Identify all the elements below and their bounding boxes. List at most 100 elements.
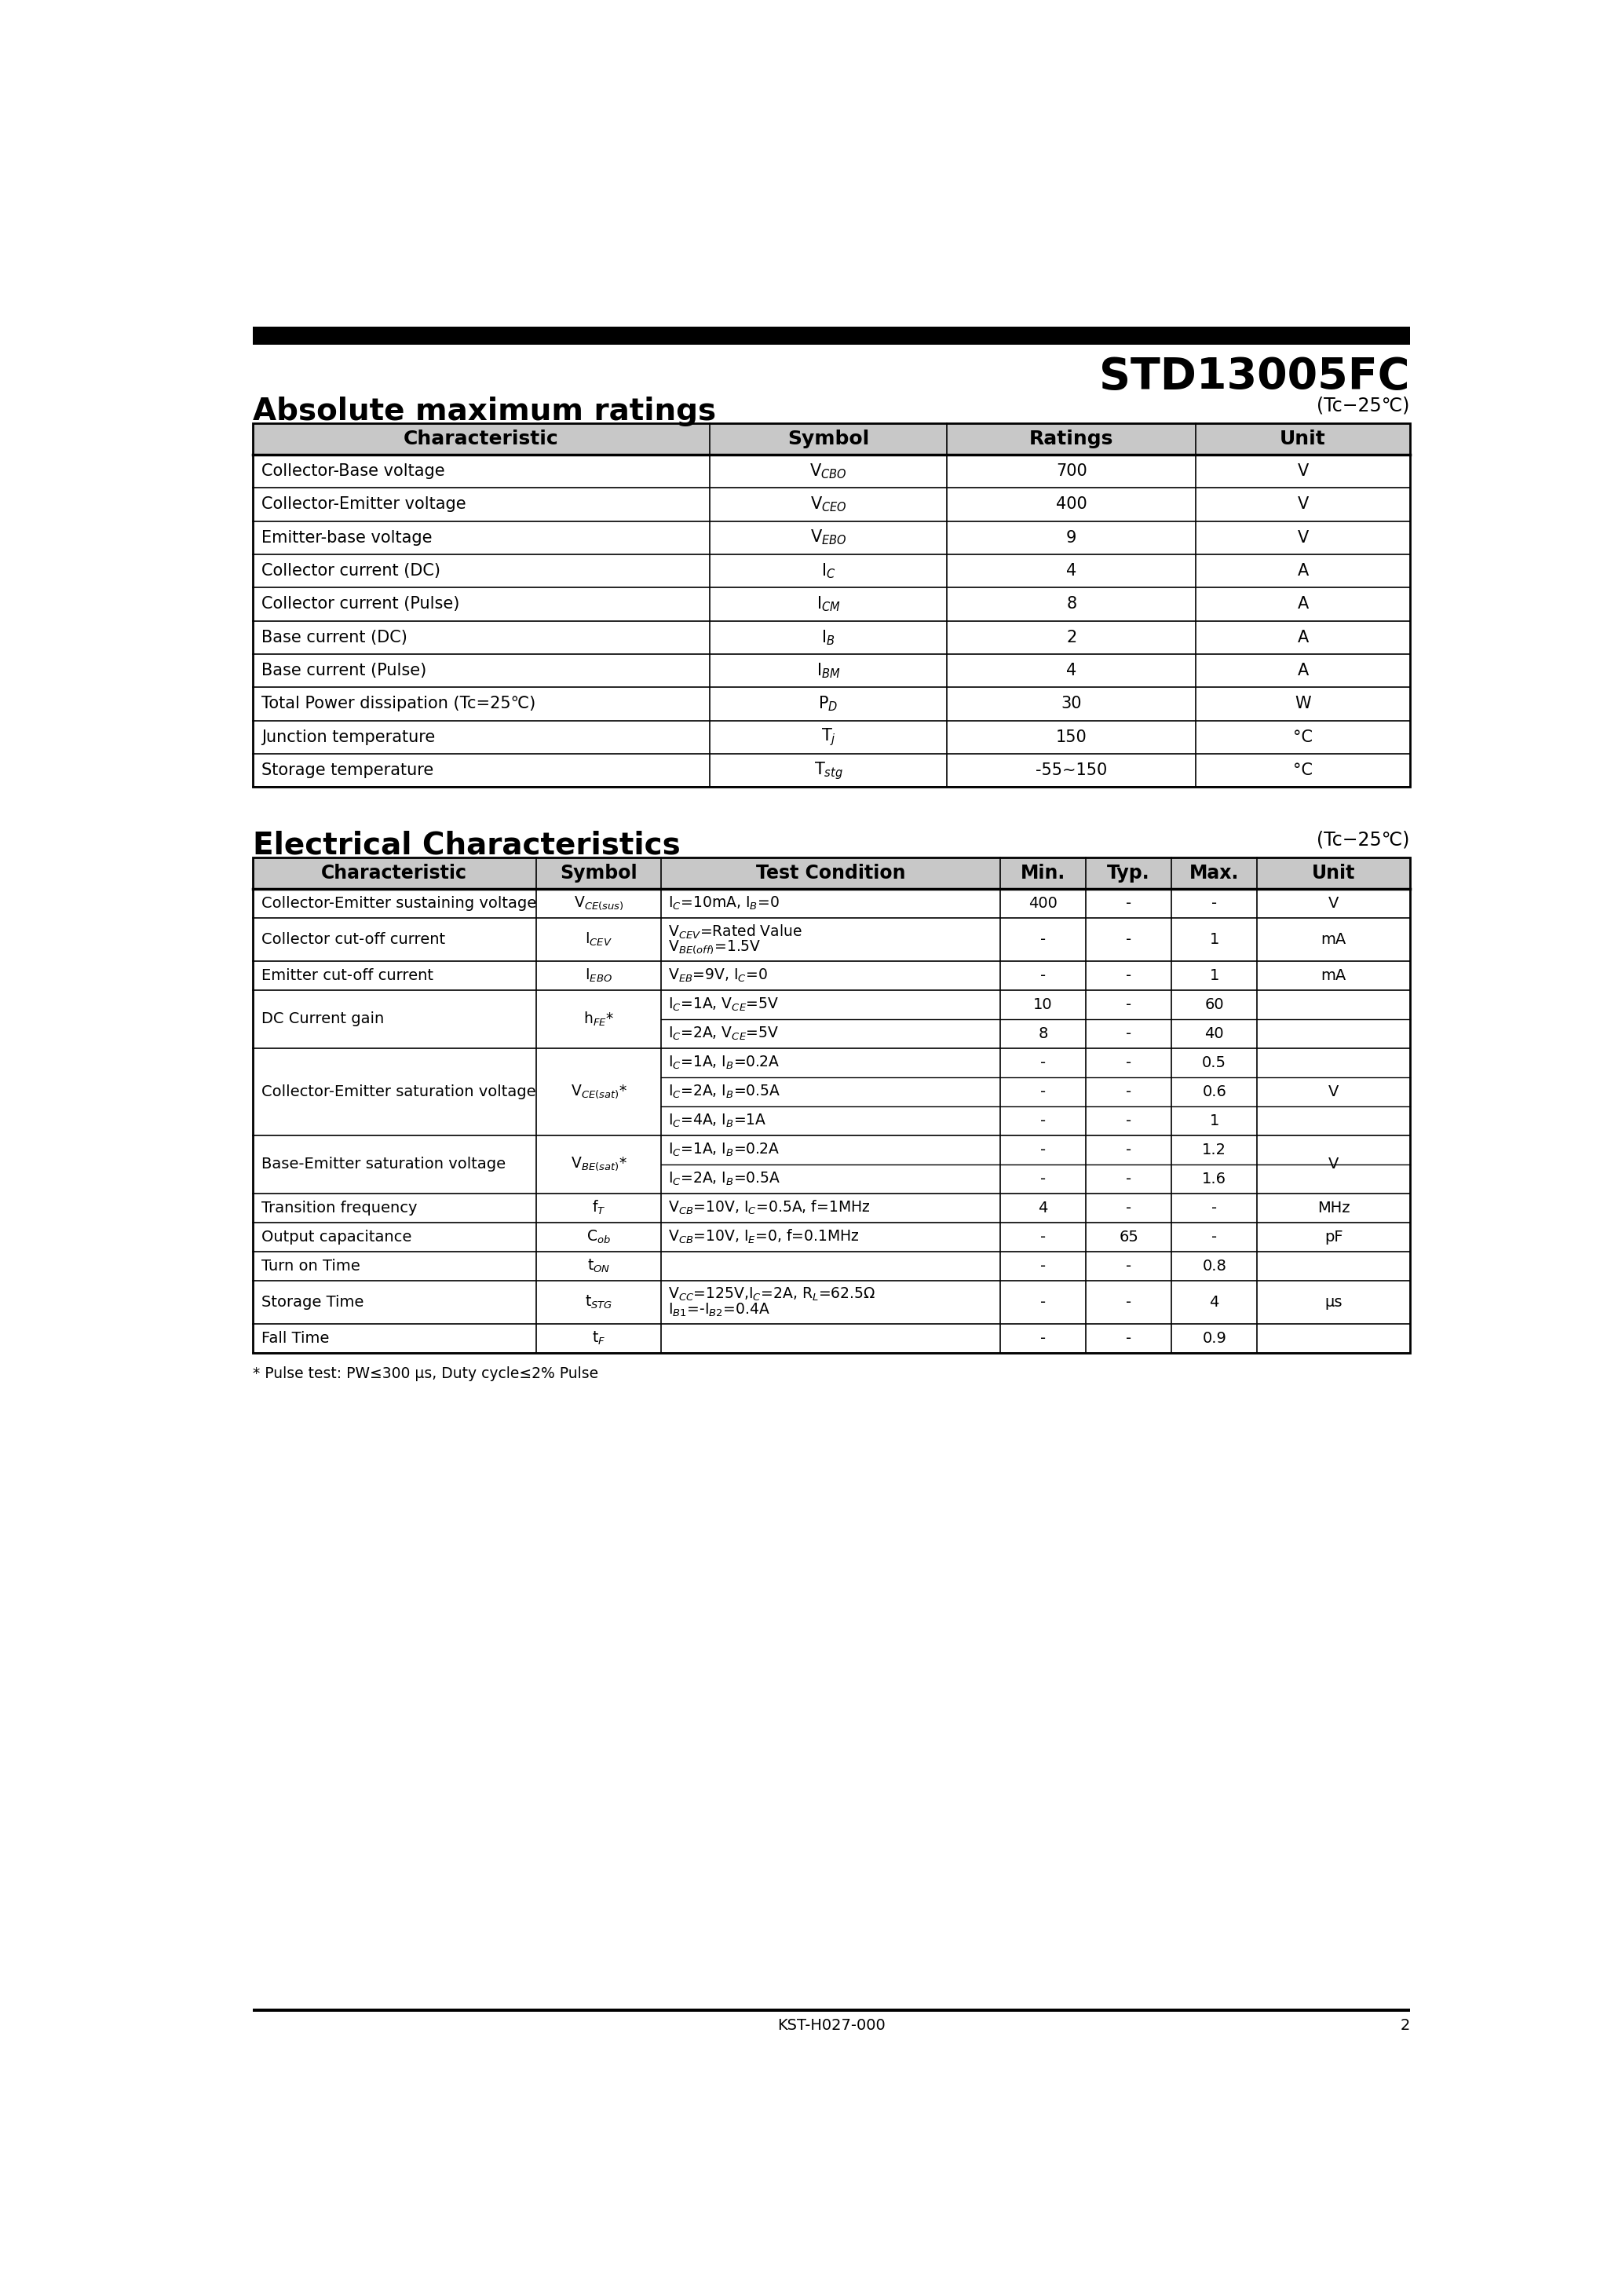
Text: 150: 150 <box>1056 730 1087 744</box>
Text: T$_{stg}$: T$_{stg}$ <box>814 760 843 781</box>
Text: -: - <box>1126 932 1132 946</box>
Text: Emitter cut-off current: Emitter cut-off current <box>261 969 433 983</box>
Text: Collector-Emitter sustaining voltage: Collector-Emitter sustaining voltage <box>261 895 537 912</box>
Text: V$_{CEV}$=Rated Value: V$_{CEV}$=Rated Value <box>668 923 803 941</box>
Text: I$_{CEV}$: I$_{CEV}$ <box>586 932 613 948</box>
Text: I$_{C}$=1A, V$_{CE}$=5V: I$_{C}$=1A, V$_{CE}$=5V <box>668 996 779 1013</box>
Text: Output capacitance: Output capacitance <box>261 1228 412 1244</box>
Text: A: A <box>1298 629 1309 645</box>
Text: 2: 2 <box>1400 2018 1410 2032</box>
Text: V$_{EB}$=9V, I$_{C}$=0: V$_{EB}$=9V, I$_{C}$=0 <box>668 967 769 985</box>
Text: Test Condition: Test Condition <box>756 863 905 882</box>
Text: 65: 65 <box>1119 1228 1139 1244</box>
Text: -: - <box>1126 996 1132 1013</box>
Text: V: V <box>1298 496 1309 512</box>
Text: -: - <box>1126 969 1132 983</box>
Text: * Pulse test: PW≤300 μs, Duty cycle≤2% Pulse: * Pulse test: PW≤300 μs, Duty cycle≤2% P… <box>253 1366 599 1382</box>
Text: V: V <box>1298 530 1309 546</box>
Text: V$_{CE(sat)}$*: V$_{CE(sat)}$* <box>571 1084 628 1100</box>
Text: I$_{C}$=2A, I$_{B}$=0.5A: I$_{C}$=2A, I$_{B}$=0.5A <box>668 1171 780 1187</box>
Text: Collector-Emitter voltage: Collector-Emitter voltage <box>261 496 466 512</box>
Text: I$_{C}$=4A, I$_{B}$=1A: I$_{C}$=4A, I$_{B}$=1A <box>668 1114 767 1130</box>
Text: pF: pF <box>1324 1228 1343 1244</box>
Text: V$_{CB}$=10V, I$_{C}$=0.5A, f=1MHz: V$_{CB}$=10V, I$_{C}$=0.5A, f=1MHz <box>668 1199 871 1217</box>
Text: -: - <box>1040 1143 1046 1157</box>
Text: STD13005FC: STD13005FC <box>1100 356 1410 397</box>
Text: I$_{BM}$: I$_{BM}$ <box>816 661 840 680</box>
Text: Collector-Base voltage: Collector-Base voltage <box>261 464 444 480</box>
Text: -: - <box>1126 1084 1132 1100</box>
Text: 8: 8 <box>1066 597 1077 613</box>
Bar <box>253 326 1410 344</box>
Text: A: A <box>1298 563 1309 579</box>
Text: 2: 2 <box>1066 629 1077 645</box>
Text: -: - <box>1126 1143 1132 1157</box>
Text: -: - <box>1040 969 1046 983</box>
Text: mA: mA <box>1320 969 1346 983</box>
Text: I$_{C}$=2A, V$_{CE}$=5V: I$_{C}$=2A, V$_{CE}$=5V <box>668 1026 779 1042</box>
Text: I$_{CM}$: I$_{CM}$ <box>816 595 840 613</box>
Text: -: - <box>1212 1201 1216 1215</box>
Text: I$_{EBO}$: I$_{EBO}$ <box>586 967 613 985</box>
Text: -: - <box>1040 1228 1046 1244</box>
Text: 1.6: 1.6 <box>1202 1171 1226 1187</box>
Text: P$_{D}$: P$_{D}$ <box>819 696 839 714</box>
Text: -: - <box>1126 895 1132 912</box>
Text: Max.: Max. <box>1189 863 1239 882</box>
Text: t$_{STG}$: t$_{STG}$ <box>586 1295 613 1311</box>
Text: (Tc−25℃): (Tc−25℃) <box>1317 397 1410 416</box>
Text: -: - <box>1126 1295 1132 1309</box>
Bar <box>253 856 1410 889</box>
Text: W: W <box>1294 696 1311 712</box>
Text: V$_{CE(sus)}$: V$_{CE(sus)}$ <box>574 895 623 912</box>
Text: Collector-Emitter saturation voltage: Collector-Emitter saturation voltage <box>261 1084 535 1100</box>
Text: T$_{j}$: T$_{j}$ <box>821 726 835 748</box>
Text: -: - <box>1126 1258 1132 1274</box>
Text: I$_{B1}$=-I$_{B2}$=0.4A: I$_{B1}$=-I$_{B2}$=0.4A <box>668 1302 770 1318</box>
Text: V$_{EBO}$: V$_{EBO}$ <box>809 528 847 546</box>
Text: t$_{F}$: t$_{F}$ <box>592 1329 605 1348</box>
Text: -: - <box>1126 1171 1132 1187</box>
Text: Collector cut-off current: Collector cut-off current <box>261 932 444 946</box>
Text: 1: 1 <box>1210 969 1220 983</box>
Bar <box>253 2009 1410 2011</box>
Text: -: - <box>1040 1114 1046 1127</box>
Bar <box>253 422 1410 455</box>
Text: Characteristic: Characteristic <box>321 863 467 882</box>
Text: I$_{C}$: I$_{C}$ <box>821 563 835 581</box>
Text: I$_{C}$=1A, I$_{B}$=0.2A: I$_{C}$=1A, I$_{B}$=0.2A <box>668 1054 780 1072</box>
Text: Base current (DC): Base current (DC) <box>261 629 407 645</box>
Text: V: V <box>1328 895 1338 912</box>
Text: Ratings: Ratings <box>1030 429 1114 448</box>
Text: Fall Time: Fall Time <box>261 1332 329 1345</box>
Text: 8: 8 <box>1038 1026 1048 1040</box>
Text: 4: 4 <box>1210 1295 1220 1309</box>
Text: V: V <box>1328 1084 1338 1100</box>
Text: -: - <box>1040 1295 1046 1309</box>
Text: -: - <box>1126 1026 1132 1040</box>
Text: 4: 4 <box>1038 1201 1048 1215</box>
Text: (Tc−25℃): (Tc−25℃) <box>1317 831 1410 850</box>
Text: -: - <box>1040 1056 1046 1070</box>
Text: Symbol: Symbol <box>560 863 637 882</box>
Text: 10: 10 <box>1033 996 1053 1013</box>
Text: 60: 60 <box>1205 996 1225 1013</box>
Text: Electrical Characteristics: Electrical Characteristics <box>253 831 680 861</box>
Text: -: - <box>1126 1114 1132 1127</box>
Text: 400: 400 <box>1028 895 1058 912</box>
Text: Turn on Time: Turn on Time <box>261 1258 360 1274</box>
Text: Base-Emitter saturation voltage: Base-Emitter saturation voltage <box>261 1157 506 1171</box>
Text: I$_{B}$: I$_{B}$ <box>821 629 835 647</box>
Text: -: - <box>1212 895 1216 912</box>
Text: KST-H027-000: KST-H027-000 <box>777 2018 886 2032</box>
Text: V$_{CC}$=125V,I$_{C}$=2A, R$_{L}$=62.5Ω: V$_{CC}$=125V,I$_{C}$=2A, R$_{L}$=62.5Ω <box>668 1286 876 1302</box>
Text: f$_{T}$: f$_{T}$ <box>592 1199 605 1217</box>
Text: 700: 700 <box>1056 464 1087 480</box>
Text: -: - <box>1126 1201 1132 1215</box>
Text: 0.9: 0.9 <box>1202 1332 1226 1345</box>
Text: 4: 4 <box>1066 664 1077 680</box>
Text: V$_{CB}$=10V, I$_{E}$=0, f=0.1MHz: V$_{CB}$=10V, I$_{E}$=0, f=0.1MHz <box>668 1228 860 1247</box>
Text: Typ.: Typ. <box>1108 863 1150 882</box>
Text: Unit: Unit <box>1280 429 1325 448</box>
Text: -: - <box>1126 1332 1132 1345</box>
